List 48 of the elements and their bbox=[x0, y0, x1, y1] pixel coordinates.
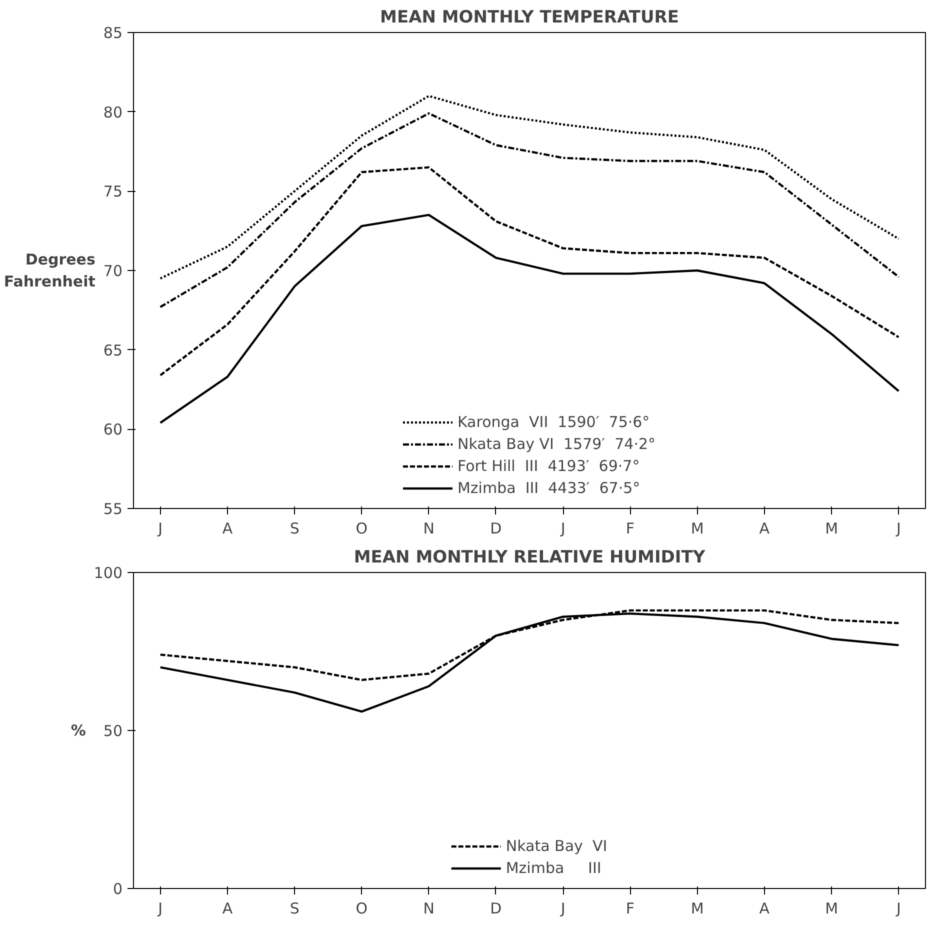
y-tick-label: 55 bbox=[103, 500, 123, 518]
x-tick-label: D bbox=[490, 900, 502, 918]
x-tick-label: J bbox=[560, 900, 566, 918]
x-tick-label: M bbox=[690, 520, 704, 538]
x-tick-label: O bbox=[356, 900, 368, 918]
x-tick-label: J bbox=[157, 520, 163, 538]
x-tick-label: J bbox=[157, 900, 163, 918]
line-series bbox=[159, 166, 900, 376]
y-tick-label: 50 bbox=[103, 722, 123, 740]
y-tick-label: 0 bbox=[112, 880, 123, 898]
x-tick-label: M bbox=[825, 520, 838, 538]
x-tick-label: A bbox=[222, 900, 234, 918]
x-tick-label: F bbox=[626, 520, 635, 538]
y-tick-label: 100 bbox=[94, 564, 123, 582]
y-tick-label: 60 bbox=[103, 420, 123, 439]
x-tick-label: A bbox=[759, 900, 770, 918]
y-axis-title: % bbox=[70, 722, 86, 740]
line-series bbox=[159, 94, 900, 280]
x-tick-label: N bbox=[423, 520, 434, 538]
y-tick-label: 80 bbox=[103, 103, 123, 122]
legend-label: Fort Hill III 4193′ 69·7° bbox=[457, 457, 640, 475]
x-tick-label: F bbox=[626, 900, 635, 918]
legend-label: Nkata Bay VI 1579′ 74·2° bbox=[457, 435, 656, 453]
x-tick-label: M bbox=[690, 900, 704, 918]
x-tick-label: O bbox=[356, 520, 368, 538]
y-tick-label: 85 bbox=[103, 24, 123, 42]
y-tick-label: 75 bbox=[103, 182, 123, 201]
legend-label: Nkata Bay VI bbox=[506, 837, 608, 855]
y-axis-title: Degrees Fahrenheit bbox=[4, 250, 96, 290]
y-tick-label: 70 bbox=[103, 262, 123, 280]
x-tick-label: A bbox=[222, 520, 234, 538]
x-tick-label: J bbox=[895, 520, 901, 538]
x-tick-label: S bbox=[290, 900, 300, 918]
line-series bbox=[159, 112, 900, 308]
x-tick-label: S bbox=[290, 520, 300, 538]
x-tick-label: M bbox=[825, 900, 838, 918]
legend-label: Mzimba III bbox=[506, 859, 602, 877]
legend-label: Karonga VII 1590′ 75·6° bbox=[457, 413, 650, 431]
x-tick-label: D bbox=[490, 520, 502, 538]
line-series bbox=[159, 612, 900, 713]
y-tick-label: 65 bbox=[103, 341, 123, 360]
chart-title: MEAN MONTHLY RELATIVE HUMIDITY bbox=[354, 548, 706, 568]
x-tick-label: N bbox=[423, 900, 434, 918]
x-tick-label: J bbox=[560, 520, 566, 538]
legend-label: Mzimba III 4433′ 67·5° bbox=[457, 479, 640, 497]
x-tick-label: A bbox=[759, 520, 770, 538]
chart-title: MEAN MONTHLY TEMPERATURE bbox=[380, 8, 679, 28]
x-tick-label: J bbox=[895, 900, 901, 918]
